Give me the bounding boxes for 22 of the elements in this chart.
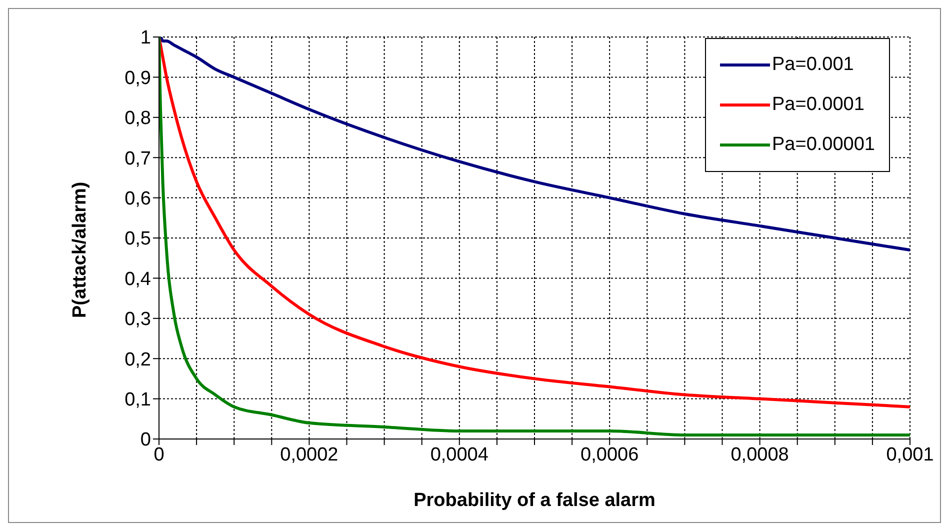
- x-tick-label: 0,0008: [730, 444, 789, 466]
- x-tick-label: 0,001: [886, 444, 934, 466]
- y-axis-title: P(attack/alarm): [70, 182, 91, 318]
- y-tick-label: 0,9: [124, 68, 151, 89]
- legend-label: Pa=0.00001: [772, 134, 875, 156]
- x-tick-label: 0: [154, 444, 164, 466]
- y-tick-label: 0,3: [124, 309, 151, 330]
- y-tick-label: 0,7: [124, 148, 151, 170]
- x-tick-label: 0,0006: [580, 444, 639, 466]
- x-tick-label: 0,0004: [430, 444, 489, 466]
- y-tick-label: 0,6: [124, 188, 151, 210]
- y-tick-label: 0,2: [124, 349, 151, 370]
- y-tick-label: 0,8: [124, 108, 151, 130]
- y-tick-label: 0,1: [124, 390, 151, 411]
- legend-label: Pa=0.0001: [772, 94, 864, 116]
- y-tick-label: 0,4: [124, 268, 152, 290]
- y-tick-label: 1: [140, 28, 151, 49]
- x-axis-title: Probability of a false alarm: [414, 490, 656, 511]
- y-tick-label: 0,5: [124, 228, 151, 250]
- legend-label: Pa=0.001: [772, 54, 854, 76]
- y-tick-label: 0: [140, 430, 151, 451]
- x-tick-label: 0,0002: [280, 444, 338, 466]
